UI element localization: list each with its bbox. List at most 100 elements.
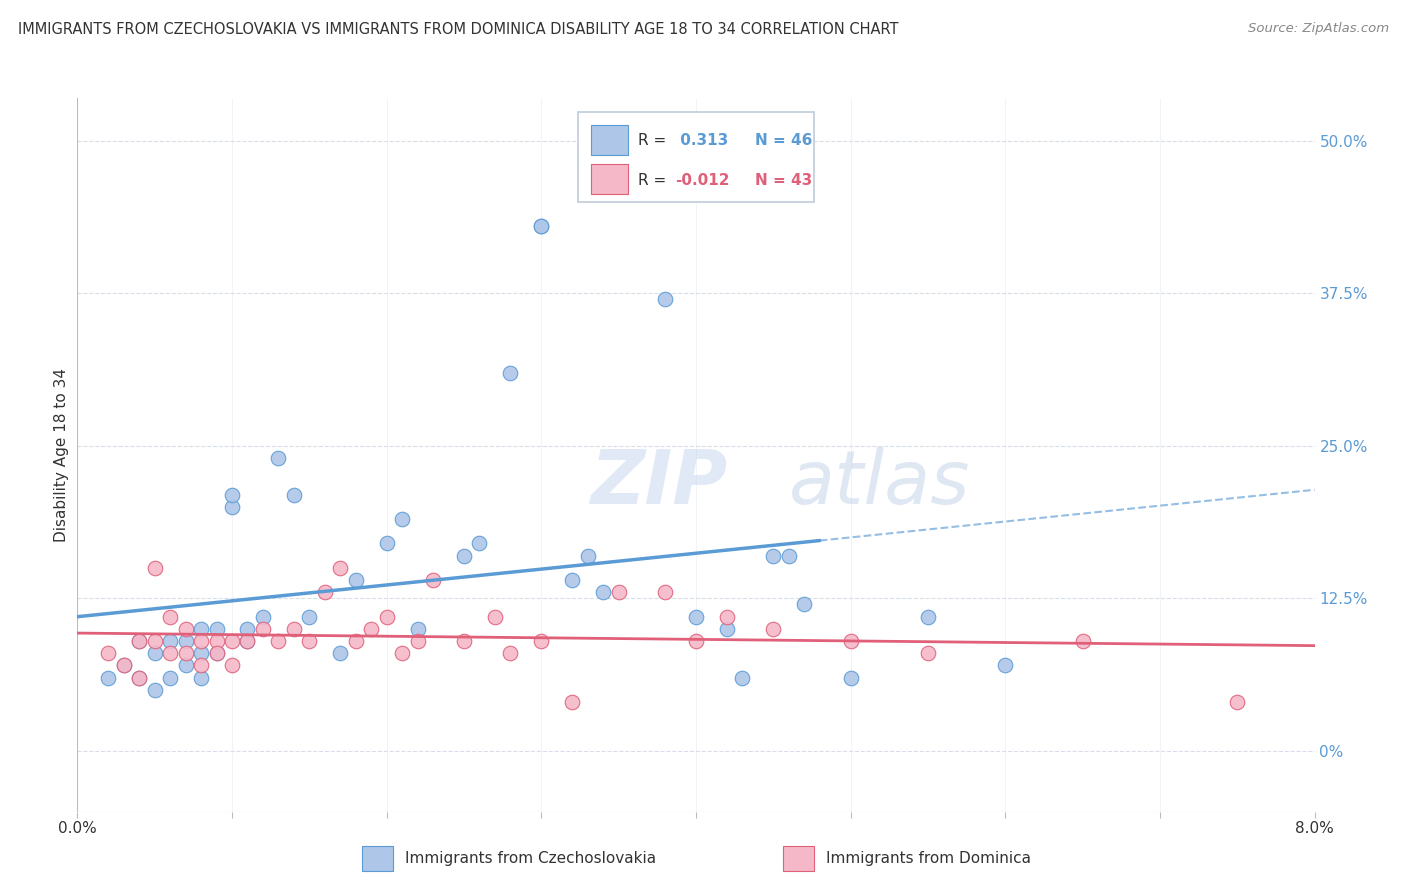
Point bbox=[174, 646, 197, 660]
Point bbox=[391, 646, 413, 660]
Text: IMMIGRANTS FROM CZECHOSLOVAKIA VS IMMIGRANTS FROM DOMINICA DISABILITY AGE 18 TO : IMMIGRANTS FROM CZECHOSLOVAKIA VS IMMIGR… bbox=[18, 22, 898, 37]
Point bbox=[143, 646, 166, 660]
Point bbox=[174, 658, 197, 673]
Point bbox=[375, 609, 398, 624]
Point bbox=[576, 549, 599, 563]
Point bbox=[97, 646, 120, 660]
Point bbox=[236, 622, 259, 636]
Text: atlas: atlas bbox=[789, 448, 970, 519]
Point bbox=[221, 634, 243, 648]
Point bbox=[236, 634, 259, 648]
Point bbox=[205, 634, 228, 648]
Point bbox=[190, 634, 212, 648]
Point bbox=[654, 585, 676, 599]
Point bbox=[716, 622, 738, 636]
Point bbox=[1071, 634, 1094, 648]
Text: N = 46: N = 46 bbox=[755, 133, 813, 148]
Point bbox=[778, 549, 800, 563]
Point bbox=[530, 219, 553, 234]
Point bbox=[143, 682, 166, 697]
Text: Source: ZipAtlas.com: Source: ZipAtlas.com bbox=[1249, 22, 1389, 36]
FancyBboxPatch shape bbox=[578, 112, 814, 202]
Point bbox=[329, 560, 352, 574]
Text: Immigrants from Dominica: Immigrants from Dominica bbox=[825, 851, 1031, 865]
Point bbox=[329, 646, 352, 660]
Point bbox=[128, 634, 150, 648]
Point bbox=[252, 622, 274, 636]
Text: 0.0%: 0.0% bbox=[58, 822, 97, 837]
Text: 0.313: 0.313 bbox=[675, 133, 728, 148]
Point bbox=[607, 585, 630, 599]
Point bbox=[422, 573, 444, 587]
Point bbox=[561, 695, 583, 709]
Point bbox=[344, 634, 367, 648]
Point bbox=[143, 634, 166, 648]
Point bbox=[406, 622, 429, 636]
Point bbox=[128, 671, 150, 685]
Point bbox=[917, 609, 939, 624]
Text: R =: R = bbox=[638, 173, 671, 187]
Point bbox=[484, 609, 506, 624]
Point bbox=[143, 560, 166, 574]
Point bbox=[267, 634, 290, 648]
Point bbox=[159, 634, 181, 648]
Text: R =: R = bbox=[638, 133, 671, 148]
Point bbox=[839, 634, 862, 648]
Point bbox=[917, 646, 939, 660]
FancyBboxPatch shape bbox=[783, 846, 814, 871]
Text: ZIP: ZIP bbox=[591, 447, 728, 520]
Point bbox=[190, 658, 212, 673]
Point bbox=[762, 549, 785, 563]
Point bbox=[190, 671, 212, 685]
Point bbox=[205, 646, 228, 660]
Point bbox=[994, 658, 1017, 673]
Text: N = 43: N = 43 bbox=[755, 173, 813, 187]
Point bbox=[128, 634, 150, 648]
Point bbox=[453, 634, 475, 648]
Point bbox=[530, 219, 553, 234]
Point bbox=[793, 598, 815, 612]
Point bbox=[221, 658, 243, 673]
Point bbox=[298, 609, 321, 624]
Point bbox=[406, 634, 429, 648]
Point bbox=[252, 609, 274, 624]
Text: Immigrants from Czechoslovakia: Immigrants from Czechoslovakia bbox=[405, 851, 657, 865]
Point bbox=[236, 634, 259, 648]
Point bbox=[839, 671, 862, 685]
Point bbox=[159, 609, 181, 624]
Point bbox=[375, 536, 398, 550]
Point bbox=[112, 658, 135, 673]
Point bbox=[499, 646, 522, 660]
Point bbox=[530, 634, 553, 648]
Point bbox=[221, 487, 243, 501]
Point bbox=[592, 585, 614, 599]
Point bbox=[283, 487, 305, 501]
Point bbox=[685, 609, 707, 624]
Point bbox=[190, 646, 212, 660]
Point bbox=[205, 622, 228, 636]
Point bbox=[112, 658, 135, 673]
Point bbox=[685, 634, 707, 648]
Point bbox=[731, 671, 754, 685]
Point bbox=[174, 634, 197, 648]
Point bbox=[1226, 695, 1249, 709]
Point bbox=[314, 585, 336, 599]
Point bbox=[499, 366, 522, 380]
Point bbox=[360, 622, 382, 636]
Text: -0.012: -0.012 bbox=[675, 173, 730, 187]
FancyBboxPatch shape bbox=[591, 164, 628, 194]
Text: 8.0%: 8.0% bbox=[1295, 822, 1334, 837]
Point bbox=[762, 622, 785, 636]
Point bbox=[97, 671, 120, 685]
Point bbox=[267, 450, 290, 465]
Point bbox=[468, 536, 491, 550]
Point bbox=[221, 500, 243, 514]
FancyBboxPatch shape bbox=[591, 125, 628, 155]
Point bbox=[654, 293, 676, 307]
Point bbox=[128, 671, 150, 685]
Point bbox=[298, 634, 321, 648]
Y-axis label: Disability Age 18 to 34: Disability Age 18 to 34 bbox=[53, 368, 69, 542]
Point bbox=[391, 512, 413, 526]
Point bbox=[174, 622, 197, 636]
FancyBboxPatch shape bbox=[361, 846, 392, 871]
